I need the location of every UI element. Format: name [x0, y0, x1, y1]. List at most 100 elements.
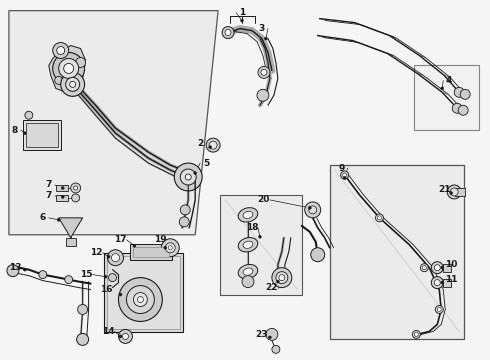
Circle shape — [168, 246, 172, 250]
Circle shape — [122, 333, 128, 339]
Bar — [330, 165, 464, 339]
Circle shape — [72, 194, 80, 202]
Circle shape — [119, 293, 122, 296]
Bar — [66, 238, 75, 246]
Circle shape — [185, 174, 191, 180]
Ellipse shape — [238, 265, 258, 279]
Circle shape — [53, 42, 69, 58]
Text: 15: 15 — [80, 270, 93, 279]
Circle shape — [107, 255, 110, 258]
Text: 4: 4 — [446, 76, 452, 85]
Bar — [103, 253, 183, 332]
Circle shape — [242, 276, 254, 288]
Circle shape — [77, 305, 88, 315]
Circle shape — [343, 173, 346, 177]
Circle shape — [305, 202, 321, 218]
Text: 14: 14 — [102, 327, 115, 336]
Circle shape — [75, 58, 86, 67]
Circle shape — [265, 37, 268, 40]
Ellipse shape — [243, 241, 253, 248]
Bar — [56, 195, 68, 201]
Text: 7: 7 — [46, 192, 52, 201]
Circle shape — [206, 138, 220, 152]
Text: 22: 22 — [266, 283, 278, 292]
Circle shape — [272, 345, 280, 353]
Circle shape — [66, 77, 80, 91]
Text: 5: 5 — [203, 158, 209, 167]
Circle shape — [119, 335, 122, 338]
Circle shape — [311, 248, 325, 262]
Ellipse shape — [238, 238, 258, 252]
Bar — [26, 123, 58, 147]
Circle shape — [180, 205, 190, 215]
Circle shape — [53, 53, 85, 84]
Circle shape — [59, 58, 78, 78]
Circle shape — [437, 307, 441, 311]
Circle shape — [165, 243, 175, 253]
Ellipse shape — [243, 268, 253, 275]
Circle shape — [422, 266, 426, 270]
Text: 18: 18 — [245, 223, 258, 232]
Circle shape — [241, 19, 244, 22]
Circle shape — [209, 141, 217, 149]
Circle shape — [415, 332, 418, 336]
Circle shape — [431, 276, 443, 289]
Circle shape — [447, 185, 461, 199]
Bar — [133, 247, 169, 257]
Circle shape — [57, 46, 65, 54]
Circle shape — [258, 235, 262, 238]
Circle shape — [420, 264, 428, 272]
Polygon shape — [49, 45, 86, 92]
Circle shape — [441, 87, 444, 90]
Circle shape — [71, 183, 81, 193]
Bar — [23, 120, 61, 150]
Circle shape — [343, 176, 346, 180]
Circle shape — [107, 250, 123, 266]
Circle shape — [180, 169, 196, 185]
Circle shape — [24, 132, 26, 135]
Circle shape — [74, 186, 77, 190]
Bar — [56, 185, 68, 191]
Circle shape — [25, 111, 33, 119]
Circle shape — [174, 163, 202, 191]
Bar — [443, 279, 451, 287]
Circle shape — [375, 214, 384, 222]
Circle shape — [266, 328, 278, 340]
Text: 21: 21 — [438, 185, 450, 194]
Circle shape — [133, 244, 136, 247]
Circle shape — [179, 217, 189, 227]
Text: 1: 1 — [239, 8, 245, 17]
Text: 7: 7 — [46, 180, 52, 189]
Circle shape — [377, 216, 382, 220]
Text: 8: 8 — [12, 126, 18, 135]
Circle shape — [272, 268, 292, 288]
Circle shape — [276, 280, 279, 283]
Circle shape — [460, 89, 470, 99]
Circle shape — [61, 72, 85, 96]
Circle shape — [413, 330, 420, 338]
Bar — [415, 66, 479, 130]
Circle shape — [450, 192, 453, 194]
Circle shape — [64, 63, 74, 73]
Bar — [220, 195, 302, 294]
Circle shape — [441, 266, 444, 269]
Circle shape — [454, 87, 464, 97]
Circle shape — [434, 265, 440, 271]
Circle shape — [164, 246, 167, 249]
Text: 17: 17 — [114, 235, 127, 244]
Circle shape — [257, 89, 269, 101]
Text: 20: 20 — [258, 195, 270, 204]
Circle shape — [137, 297, 144, 302]
Bar — [443, 264, 451, 272]
Circle shape — [276, 272, 288, 284]
Text: 2: 2 — [197, 139, 203, 148]
Circle shape — [65, 276, 73, 284]
Text: 11: 11 — [445, 275, 458, 284]
Text: 9: 9 — [339, 163, 345, 172]
Circle shape — [194, 171, 196, 175]
Circle shape — [57, 219, 60, 221]
Circle shape — [279, 275, 285, 280]
Circle shape — [225, 30, 231, 36]
Circle shape — [431, 262, 443, 274]
Bar — [130, 244, 172, 260]
